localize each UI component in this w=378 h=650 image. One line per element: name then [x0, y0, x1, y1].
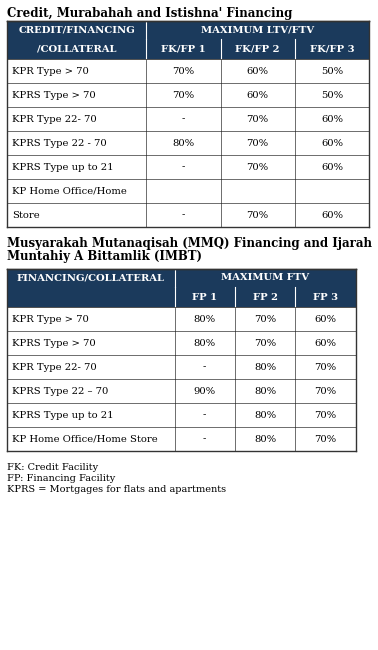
Text: KP Home Office/Home Store: KP Home Office/Home Store [12, 434, 158, 443]
Text: 70%: 70% [314, 411, 337, 419]
Bar [7, 107, 369, 131]
Text: 80%: 80% [172, 138, 195, 148]
Text: -: - [203, 411, 206, 419]
Text: 70%: 70% [314, 363, 337, 372]
Bar [7, 21, 369, 39]
Text: KPRS Type > 70: KPRS Type > 70 [12, 90, 96, 99]
Text: -: - [182, 211, 185, 220]
Text: FINANCING/COLLATERAL: FINANCING/COLLATERAL [17, 274, 165, 283]
Bar [7, 179, 369, 203]
Text: 90%: 90% [194, 387, 216, 395]
Text: 80%: 80% [254, 411, 276, 419]
Text: FP 3: FP 3 [313, 292, 338, 302]
Text: 70%: 70% [172, 66, 195, 75]
Text: 70%: 70% [314, 434, 337, 443]
Text: KPRS Type 22 – 70: KPRS Type 22 – 70 [12, 387, 108, 395]
Text: 70%: 70% [246, 114, 269, 124]
Text: Store: Store [12, 211, 40, 220]
Text: KP Home Office/Home: KP Home Office/Home [12, 187, 127, 196]
Bar [7, 39, 369, 59]
Text: 60%: 60% [247, 66, 269, 75]
Text: KPRS Type 22 - 70: KPRS Type 22 - 70 [12, 138, 107, 148]
Text: 70%: 70% [246, 138, 269, 148]
Text: FK: Credit Facility: FK: Credit Facility [7, 463, 98, 472]
Text: 80%: 80% [254, 387, 276, 395]
Text: 80%: 80% [194, 315, 216, 324]
Bar [7, 59, 369, 83]
Text: FP: Financing Facility: FP: Financing Facility [7, 474, 115, 483]
Text: KPR Type > 70: KPR Type > 70 [12, 315, 89, 324]
Text: 70%: 70% [246, 162, 269, 172]
Text: FP 2: FP 2 [253, 292, 277, 302]
Text: 60%: 60% [314, 315, 337, 324]
Text: 60%: 60% [321, 138, 343, 148]
Text: 80%: 80% [254, 434, 276, 443]
Bar [7, 131, 369, 155]
Bar [7, 427, 356, 451]
Text: 60%: 60% [321, 162, 343, 172]
Text: KPRS = Mortgages for flats and apartments: KPRS = Mortgages for flats and apartment… [7, 485, 226, 494]
Text: 70%: 70% [314, 387, 337, 395]
Text: Muntahiy A Bittamlik (IMBT): Muntahiy A Bittamlik (IMBT) [7, 250, 202, 263]
Text: 60%: 60% [321, 114, 343, 124]
Text: KPRS Type up to 21: KPRS Type up to 21 [12, 162, 114, 172]
Text: Credit, Murabahah and Istishna' Financing: Credit, Murabahah and Istishna' Financin… [7, 7, 292, 20]
Text: FP 1: FP 1 [192, 292, 217, 302]
Text: CREDIT/FINANCING: CREDIT/FINANCING [18, 25, 135, 34]
Bar [7, 331, 356, 355]
Text: KPR Type 22- 70: KPR Type 22- 70 [12, 114, 97, 124]
Text: 80%: 80% [194, 339, 216, 348]
Bar [7, 269, 356, 287]
Text: KPR Type > 70: KPR Type > 70 [12, 66, 89, 75]
Text: FK/FP 3: FK/FP 3 [310, 44, 354, 53]
Bar [7, 379, 356, 403]
Bar [7, 83, 369, 107]
Bar [7, 203, 369, 227]
Text: -: - [182, 114, 185, 124]
Text: -: - [203, 363, 206, 372]
Text: MAXIMUM LTV/FTV: MAXIMUM LTV/FTV [201, 25, 314, 34]
Bar [7, 403, 356, 427]
Text: -: - [182, 162, 185, 172]
Text: -: - [203, 434, 206, 443]
Bar [7, 287, 356, 307]
Text: FK/FP 1: FK/FP 1 [161, 44, 206, 53]
Text: MAXIMUM FTV: MAXIMUM FTV [221, 274, 309, 283]
Text: 50%: 50% [321, 90, 343, 99]
Bar [7, 155, 369, 179]
Text: 70%: 70% [254, 339, 276, 348]
Text: FK/FP 2: FK/FP 2 [235, 44, 280, 53]
Text: Musyarakah Mutanaqisah (MMQ) Financing and Ijarah: Musyarakah Mutanaqisah (MMQ) Financing a… [7, 237, 372, 250]
Bar [7, 307, 356, 331]
Text: /COLLATERAL: /COLLATERAL [37, 44, 116, 53]
Bar [7, 355, 356, 379]
Text: 70%: 70% [172, 90, 195, 99]
Text: 60%: 60% [321, 211, 343, 220]
Text: 70%: 70% [254, 315, 276, 324]
Text: KPRS Type > 70: KPRS Type > 70 [12, 339, 96, 348]
Text: 60%: 60% [314, 339, 337, 348]
Text: 70%: 70% [246, 211, 269, 220]
Text: 60%: 60% [247, 90, 269, 99]
Text: 80%: 80% [254, 363, 276, 372]
Text: KPRS Type up to 21: KPRS Type up to 21 [12, 411, 114, 419]
Text: 50%: 50% [321, 66, 343, 75]
Text: KPR Type 22- 70: KPR Type 22- 70 [12, 363, 97, 372]
